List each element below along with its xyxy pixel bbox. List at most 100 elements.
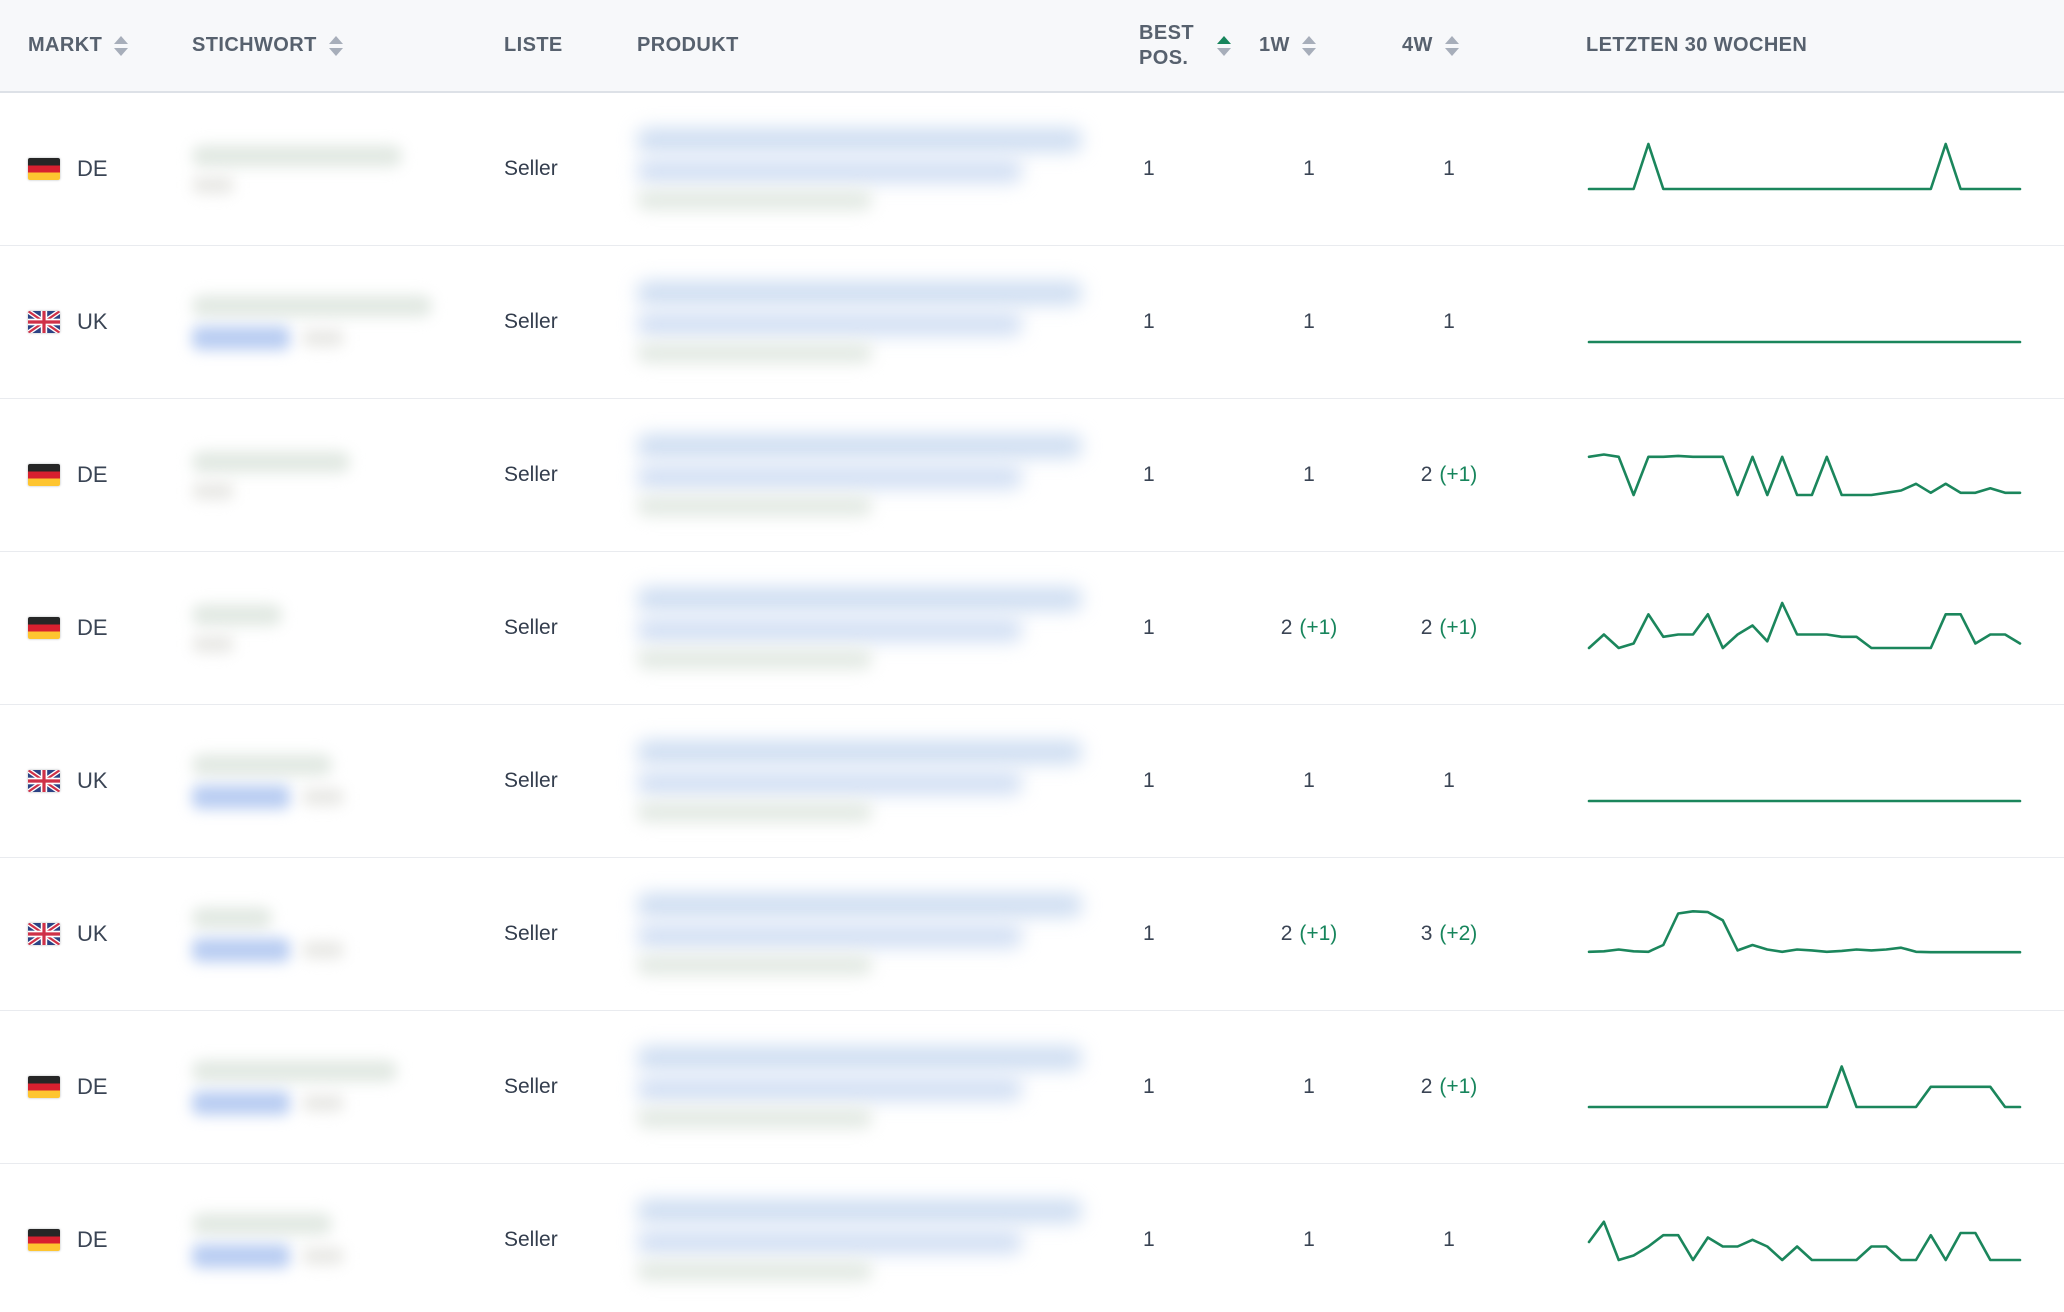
one-week-cell: 1 [1259, 157, 1402, 181]
keyword-blurred-text [192, 1212, 344, 1268]
one-week-cell: 2 (+1) [1259, 922, 1402, 946]
product-cell[interactable] [637, 893, 1139, 975]
list-cell: Seller [504, 1228, 637, 1252]
product-blurred-link [637, 1046, 1082, 1128]
product-cell[interactable] [637, 587, 1139, 669]
keyword-cell[interactable] [192, 294, 504, 350]
four-week-value: 2 [1420, 463, 1433, 486]
keyword-blurred-text [192, 294, 432, 350]
keyword-cell[interactable] [192, 450, 504, 500]
market-cell: DE [0, 615, 192, 641]
best-pos-cell: 1 [1139, 616, 1259, 640]
table-body: DE Seller 1 1 [0, 93, 2064, 1312]
four-week-value: 3 [1420, 922, 1433, 945]
keyword-cell[interactable] [192, 753, 504, 809]
column-label: BEST POS. [1139, 21, 1194, 69]
sort-icon[interactable] [1217, 35, 1231, 56]
one-week-cell: 1 [1259, 310, 1402, 334]
product-cell[interactable] [637, 1046, 1139, 1128]
best-pos-value: 1 [1143, 616, 1155, 639]
column-header-markt[interactable]: MARKT [0, 34, 192, 57]
best-pos-cell: 1 [1139, 463, 1259, 487]
flag-uk-icon [28, 311, 60, 333]
best-pos-value: 1 [1143, 1228, 1155, 1251]
market-label: DE [77, 615, 108, 640]
four-week-cell: 1 [1402, 310, 1546, 334]
product-blurred-link [637, 434, 1082, 516]
column-header-stichwort[interactable]: STICHWORT [192, 34, 504, 57]
table-row: UK Seller 1 2 (+1) [0, 858, 2064, 1011]
sort-icon[interactable] [1444, 35, 1459, 56]
column-label: MARKT [28, 34, 103, 56]
list-cell: Seller [504, 1075, 637, 1099]
product-cell[interactable] [637, 281, 1139, 363]
keyword-cell[interactable] [192, 144, 504, 194]
keyword-cell[interactable] [192, 1212, 504, 1268]
four-week-value: 1 [1443, 310, 1455, 333]
flag-de-icon [28, 1076, 60, 1098]
best-pos-value: 1 [1143, 157, 1155, 180]
product-blurred-link [637, 1199, 1082, 1281]
one-week-delta: (+1) [1299, 922, 1338, 945]
four-week-cell: 2 (+1) [1402, 463, 1546, 487]
market-label: DE [77, 1074, 108, 1099]
four-week-delta: (+1) [1439, 1075, 1478, 1098]
trend-cell [1546, 749, 2064, 813]
column-label: LISTE [504, 34, 563, 56]
column-header-1w[interactable]: 1W [1259, 34, 1402, 57]
table-row: DE Seller 1 1 [0, 1164, 2064, 1312]
list-type-label: Seller [504, 1228, 558, 1251]
trend-cell [1546, 1055, 2064, 1119]
flag-uk-icon [28, 923, 60, 945]
flag-de-icon [28, 464, 60, 486]
trend-sparkline [1587, 142, 2022, 191]
best-pos-cell: 1 [1139, 310, 1259, 334]
list-type-label: Seller [504, 616, 558, 639]
one-week-delta: (+1) [1299, 616, 1338, 639]
product-cell[interactable] [637, 1199, 1139, 1281]
list-type-label: Seller [504, 157, 558, 180]
four-week-delta: (+1) [1439, 463, 1478, 486]
product-cell[interactable] [637, 434, 1139, 516]
column-header-4w[interactable]: 4W [1402, 34, 1546, 57]
market-cell: UK [0, 768, 192, 794]
keyword-badge [192, 937, 290, 962]
four-week-value: 2 [1420, 616, 1433, 639]
market-label: DE [77, 1227, 108, 1252]
market-label: UK [77, 921, 108, 946]
market-cell: UK [0, 921, 192, 947]
one-week-cell: 1 [1259, 463, 1402, 487]
sort-icon[interactable] [1301, 35, 1316, 56]
trend-sparkline [1587, 910, 2022, 954]
best-pos-cell: 1 [1139, 922, 1259, 946]
column-label: 4W [1402, 34, 1433, 56]
best-pos-cell: 1 [1139, 1075, 1259, 1099]
list-cell: Seller [504, 310, 637, 334]
sort-icon[interactable] [114, 35, 129, 56]
trend-sparkline [1587, 601, 2022, 650]
product-blurred-link [637, 740, 1082, 822]
product-cell[interactable] [637, 128, 1139, 210]
market-cell: UK [0, 309, 192, 335]
list-cell: Seller [504, 157, 637, 181]
product-blurred-link [637, 587, 1082, 669]
keyword-cell[interactable] [192, 1059, 504, 1115]
best-pos-value: 1 [1143, 463, 1155, 486]
keyword-badge [192, 784, 290, 809]
one-week-value: 1 [1303, 463, 1315, 486]
four-week-cell: 2 (+1) [1402, 616, 1546, 640]
column-header-best-pos[interactable]: BEST POS. [1139, 21, 1259, 71]
one-week-cell: 1 [1259, 769, 1402, 793]
best-pos-cell: 1 [1139, 769, 1259, 793]
keyword-cell[interactable] [192, 906, 504, 962]
one-week-value: 1 [1303, 157, 1315, 180]
product-cell[interactable] [637, 740, 1139, 822]
keyword-cell[interactable] [192, 603, 504, 653]
list-cell: Seller [504, 616, 637, 640]
sort-icon[interactable] [328, 35, 343, 56]
list-type-label: Seller [504, 310, 558, 333]
table-row: UK Seller 1 1 [0, 246, 2064, 399]
list-cell: Seller [504, 922, 637, 946]
trend-sparkline [1587, 1220, 2022, 1262]
